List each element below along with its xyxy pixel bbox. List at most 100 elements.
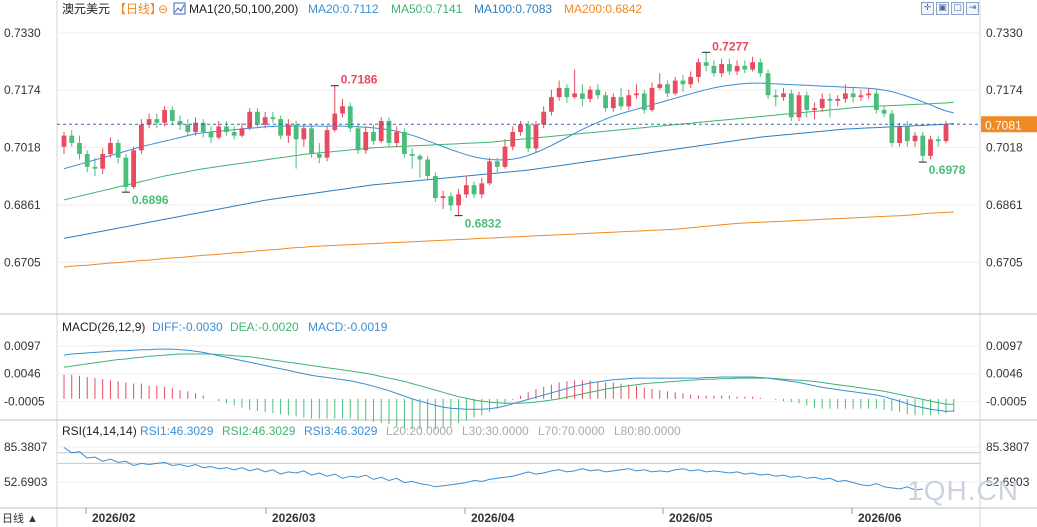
ma50-line [63, 101, 954, 201]
candle-down [417, 155, 423, 160]
candle-down [92, 166, 98, 169]
candle-down [920, 135, 926, 156]
candle-down [881, 109, 887, 114]
candle-down [185, 124, 191, 132]
price-annotations: 0.6896 0.7186 0.6832 0.7277 0.6978 [121, 39, 966, 231]
price-tick-left: 0.7018 [4, 140, 41, 154]
indicator-icon-glyph [174, 4, 185, 13]
candle-down [231, 131, 237, 136]
candle-up [247, 111, 253, 129]
candle-up [688, 76, 694, 85]
candle-up [796, 95, 802, 118]
rsi1-value: RSI1:46.3029 [140, 424, 214, 438]
candle-up [843, 93, 848, 99]
indicator-icon[interactable] [173, 2, 186, 15]
diff-line [63, 348, 954, 412]
crosshair-icon[interactable]: ✛ [921, 2, 934, 15]
candle-up [649, 87, 655, 110]
ma20-value: MA20:0.7112 [308, 2, 379, 16]
rsi-line [63, 447, 923, 491]
price-tick-left: 0.6861 [4, 198, 41, 212]
period-switch[interactable]: 日线 ▲ [2, 513, 38, 525]
candle-down [309, 128, 314, 154]
high-price-label: 0.7186 [341, 73, 378, 87]
candle-down [788, 93, 794, 118]
rsi-tick-left: 52.6903 [4, 475, 48, 489]
candle-down [270, 117, 276, 120]
dea-line [63, 353, 954, 405]
macd-tick-right: 0.0097 [986, 339, 1023, 353]
rsi-l70-value: L70:70.0000 [538, 424, 605, 438]
candle-down [448, 196, 454, 206]
candle-up [456, 194, 461, 206]
macd-tick-right: 0.0046 [986, 367, 1023, 381]
candle-up [363, 131, 369, 151]
ma50-value: MA50:0.7141 [391, 2, 463, 16]
collapse-icon[interactable]: ⊖ [158, 2, 168, 16]
rsi-tick-left: 85.3807 [4, 440, 48, 454]
candle-down [665, 84, 670, 94]
candle-up [510, 131, 516, 147]
candle-up [108, 142, 113, 154]
candle-up [262, 117, 268, 125]
date-tick-label: 2026/05 [669, 511, 713, 525]
macd-macd-value: MACD:-0.0019 [308, 320, 388, 334]
zoom-in-icon[interactable]: ▣ [936, 2, 949, 15]
ma100-line [63, 123, 954, 239]
candle-down [935, 139, 941, 142]
candle-up [610, 97, 616, 109]
candle-up [162, 109, 167, 123]
chart-toolbar: ✛ ▣ ▢ ⇥ [921, 2, 979, 15]
rsi-tick-right: 85.3807 [986, 440, 1030, 454]
symbol-name: 澳元美元 [62, 2, 110, 16]
candle-up [463, 185, 469, 195]
candle-up [131, 150, 137, 188]
candle-down [200, 122, 206, 132]
candle-up [696, 62, 701, 77]
last-price-label: 0.7081 [985, 118, 1022, 132]
candle-down [224, 126, 229, 132]
rsi2-value: RSI2:46.3029 [222, 424, 296, 438]
candle-down [293, 124, 299, 140]
price-tick-left: 0.7174 [4, 83, 41, 97]
candle-up [518, 124, 523, 132]
candle-up [657, 84, 663, 88]
candle-up [672, 80, 678, 94]
candle-down [278, 119, 284, 136]
candle-down [525, 124, 531, 149]
watermark-logo: 1QH.CN [907, 475, 1019, 506]
zoom-out-icon[interactable]: ▢ [951, 2, 964, 15]
candle-up [61, 135, 67, 147]
last-price-marker: 0.7081 [57, 116, 1037, 133]
candle-down [355, 128, 361, 151]
candle-up [943, 124, 949, 142]
rsi-l80-value: L80:80.0000 [614, 424, 681, 438]
price-tick-left: 0.7330 [4, 26, 41, 40]
candle-up [626, 95, 632, 107]
macd-tick-left: -0.0005 [4, 395, 45, 409]
candle-down [409, 153, 415, 156]
price-tick-right: 0.7018 [986, 140, 1023, 154]
macd-panel [57, 345, 980, 430]
price-tick-right: 0.6861 [986, 198, 1023, 212]
ma200-value: MA200:0.6842 [564, 2, 642, 16]
candle-up [719, 64, 725, 74]
candle-down [84, 153, 90, 167]
candle-down [255, 111, 260, 125]
candle-down [154, 119, 160, 123]
moving-average-lines [63, 82, 954, 268]
candle-up [897, 126, 902, 143]
candle-down [177, 120, 183, 125]
period-label[interactable]: 【日线】 [114, 2, 162, 16]
candle-up [912, 135, 918, 142]
high-price-label: 0.7277 [712, 39, 749, 53]
candle-down [773, 95, 779, 98]
candle-up [216, 126, 222, 138]
candle-down [703, 62, 709, 66]
candle-down [123, 157, 129, 188]
scroll-icon[interactable]: ⇥ [966, 2, 979, 15]
candle-down [69, 135, 75, 143]
date-tick-label: 2026/06 [858, 511, 902, 525]
low-price-label: 0.6896 [132, 193, 169, 207]
candle-down [494, 161, 500, 167]
